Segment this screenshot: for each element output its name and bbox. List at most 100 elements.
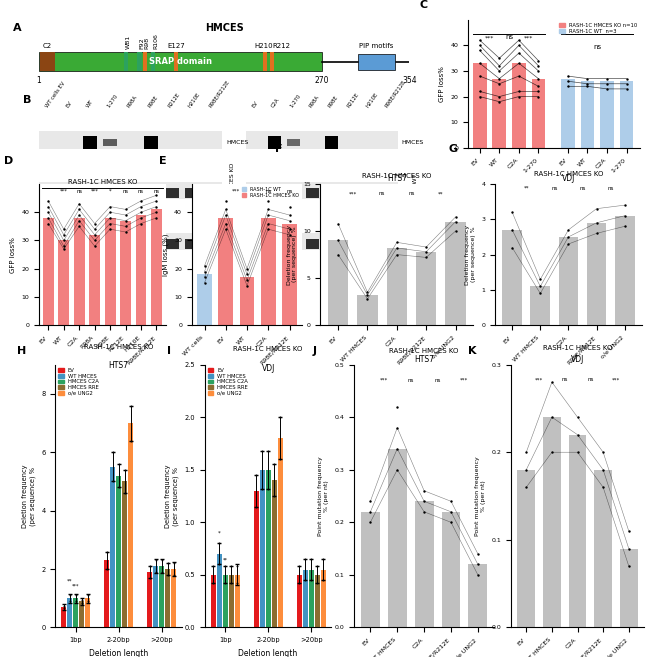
Bar — [272, 480, 277, 627]
Bar — [324, 136, 338, 148]
Point — [200, 272, 210, 283]
Text: R212: R212 — [272, 43, 291, 49]
Text: Tubulin: Tubulin — [226, 242, 248, 247]
Title: HTS7: HTS7 — [414, 355, 434, 364]
Point — [58, 603, 69, 614]
Text: H: H — [18, 346, 27, 356]
Point — [157, 567, 167, 578]
Bar — [246, 233, 398, 250]
Point — [533, 81, 543, 91]
Point — [120, 227, 131, 237]
Text: ns: ns — [265, 189, 272, 194]
Point — [275, 454, 285, 464]
Point — [90, 224, 100, 235]
Point — [74, 198, 85, 209]
Bar — [259, 470, 265, 627]
Bar — [197, 275, 212, 325]
Bar — [144, 136, 158, 148]
Point — [533, 74, 543, 84]
Point — [58, 235, 69, 246]
Text: RASH-1C HMCES KO: RASH-1C HMCES KO — [229, 162, 235, 225]
Point — [362, 294, 372, 304]
Bar — [85, 599, 90, 627]
Point — [70, 590, 81, 600]
Point — [446, 517, 456, 528]
Text: VDJ: VDJ — [261, 364, 275, 373]
Bar — [493, 79, 506, 148]
Point — [136, 207, 146, 217]
Point — [494, 66, 504, 76]
Text: ns: ns — [607, 186, 614, 191]
Bar — [171, 569, 176, 627]
Point — [150, 567, 161, 578]
X-axis label: Deletion length: Deletion length — [239, 648, 298, 657]
Bar — [473, 63, 487, 148]
Point — [232, 578, 242, 589]
Text: R98A: R98A — [127, 94, 138, 108]
Point — [220, 196, 231, 206]
Point — [284, 224, 294, 235]
Point — [242, 263, 252, 274]
Point — [136, 201, 146, 212]
Point — [535, 288, 545, 299]
Bar — [266, 470, 270, 627]
Point — [494, 97, 504, 107]
Point — [263, 224, 274, 235]
Y-axis label: Point mutation frequency
% (per nt): Point mutation frequency % (per nt) — [318, 456, 329, 536]
Point — [220, 224, 231, 235]
Point — [419, 496, 429, 507]
Text: PIP motifs: PIP motifs — [359, 43, 393, 49]
Point — [474, 40, 485, 51]
Point — [598, 482, 608, 493]
Point — [582, 81, 593, 91]
Point — [514, 86, 524, 97]
Point — [419, 507, 429, 517]
Text: SRAP domain: SRAP domain — [149, 57, 212, 66]
Text: ns: ns — [76, 189, 83, 194]
Bar — [103, 239, 118, 249]
Point — [521, 447, 532, 457]
Bar — [62, 189, 77, 198]
Point — [392, 401, 402, 412]
Point — [621, 74, 632, 84]
Point — [421, 242, 432, 252]
Point — [58, 244, 69, 254]
Bar — [137, 52, 142, 71]
Point — [269, 491, 280, 501]
Point — [333, 218, 343, 229]
Text: WB1: WB1 — [126, 35, 131, 49]
Bar — [83, 136, 97, 148]
Bar — [469, 564, 488, 627]
Bar — [124, 239, 138, 249]
Bar — [543, 417, 561, 627]
Text: RASH-1C HMCES KO: RASH-1C HMCES KO — [543, 346, 612, 351]
Bar — [147, 572, 152, 627]
Bar — [263, 52, 267, 71]
Point — [450, 212, 461, 222]
Text: ***: *** — [60, 189, 68, 194]
Point — [120, 215, 131, 226]
Text: ***: *** — [535, 377, 543, 382]
Bar — [282, 223, 297, 325]
Point — [474, 58, 485, 68]
Point — [275, 412, 285, 422]
Point — [598, 447, 608, 457]
Point — [563, 225, 573, 235]
Bar — [358, 53, 395, 70]
Bar — [561, 79, 575, 148]
Text: ***: *** — [524, 35, 534, 40]
Point — [105, 213, 115, 223]
Text: ***: *** — [348, 191, 357, 196]
Point — [151, 201, 162, 212]
Bar — [357, 295, 378, 325]
Text: B: B — [23, 95, 32, 105]
Point — [214, 559, 224, 570]
Bar — [594, 470, 612, 627]
Bar — [62, 239, 77, 249]
Bar — [240, 277, 254, 325]
Text: R98E/R212E: R98E/R212E — [208, 79, 231, 108]
Point — [77, 595, 87, 605]
Bar — [124, 189, 138, 198]
Bar — [382, 189, 395, 198]
Text: ns: ns — [153, 189, 159, 194]
